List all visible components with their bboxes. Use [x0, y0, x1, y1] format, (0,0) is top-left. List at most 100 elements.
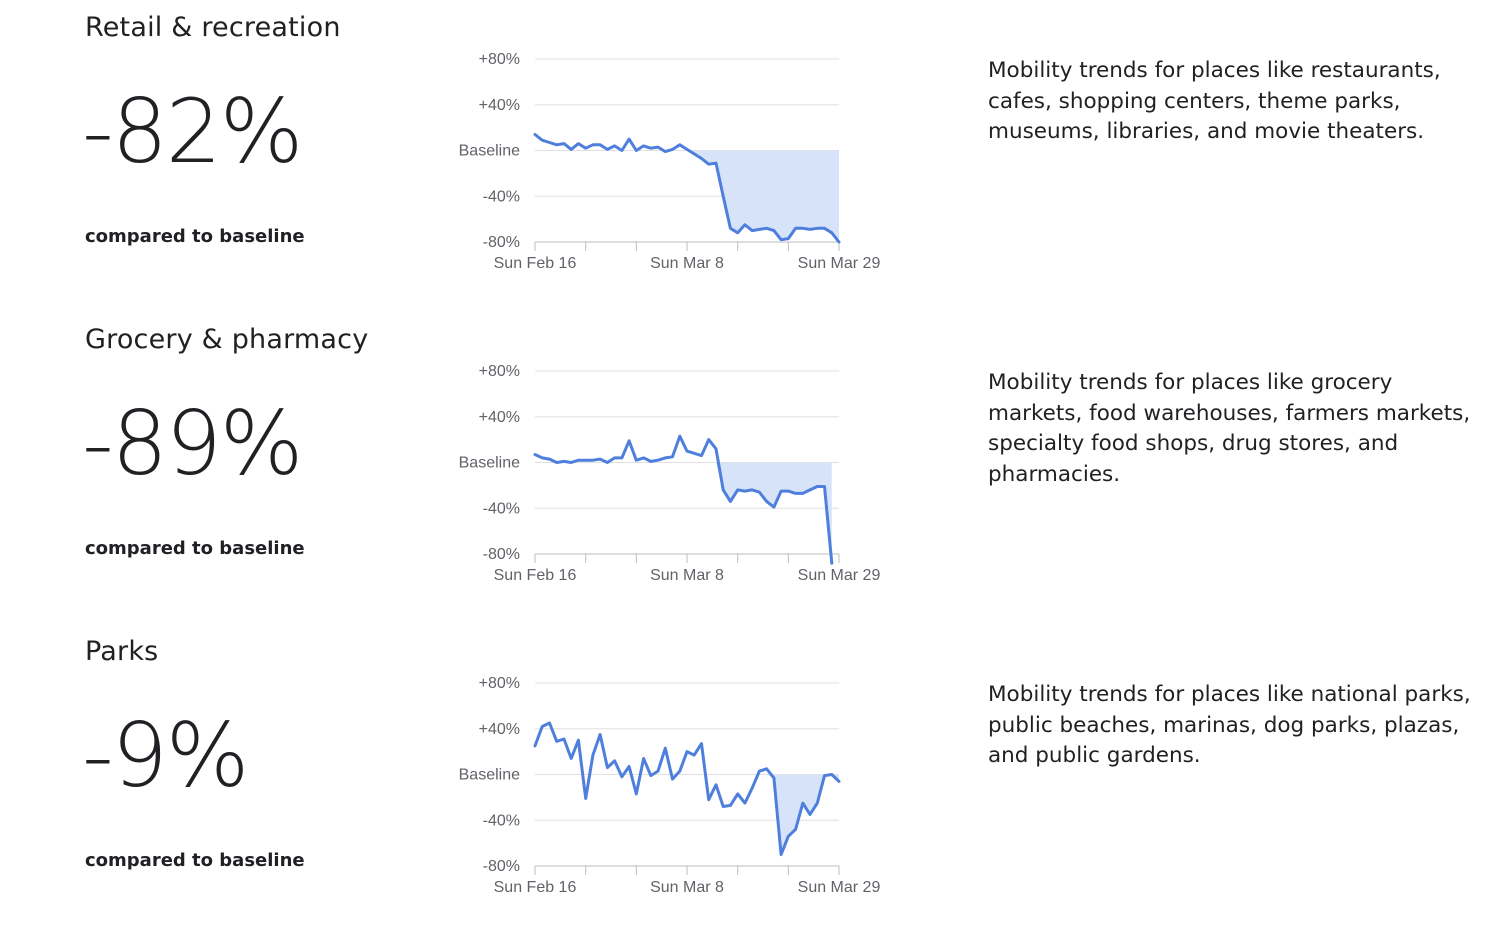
y-tick-label: -40% — [483, 812, 520, 829]
data-point — [556, 462, 557, 463]
data-point — [636, 460, 637, 461]
data-point — [607, 767, 608, 768]
data-point — [650, 461, 651, 462]
data-point — [737, 232, 738, 233]
data-point — [831, 563, 832, 564]
data-point — [571, 462, 572, 463]
y-tick-label: +80% — [479, 51, 520, 68]
section-retail: Retail & recreation -82% compared to bas… — [0, 0, 1507, 312]
data-point — [817, 228, 818, 229]
data-point — [759, 492, 760, 493]
data-point — [781, 854, 782, 855]
data-point — [643, 758, 644, 759]
data-point — [592, 460, 593, 461]
data-point — [708, 439, 709, 440]
data-point — [824, 228, 825, 229]
data-point — [788, 836, 789, 837]
data-point — [563, 143, 564, 144]
data-point — [636, 150, 637, 151]
x-tick-label: Sun Mar 29 — [798, 255, 881, 272]
category-title: Parks — [85, 636, 159, 667]
data-point — [607, 462, 608, 463]
retail-trend-chart: +80% +40% Baseline -40% -80% Sun Feb 16 Sun Ma… — [459, 51, 881, 272]
data-point — [817, 486, 818, 487]
data-point — [824, 486, 825, 487]
category-description: Mobility trends for places like restaura… — [988, 58, 1441, 144]
data-point — [549, 142, 550, 143]
data-point — [665, 457, 666, 458]
y-tick-label: +40% — [479, 721, 520, 738]
data-point — [730, 501, 731, 502]
data-point — [694, 453, 695, 454]
category-title: Retail & recreation — [85, 12, 341, 43]
data-point — [744, 803, 745, 804]
data-point — [672, 456, 673, 457]
x-tick-label: Sun Feb 16 — [494, 255, 577, 272]
data-point — [701, 743, 702, 744]
data-point — [600, 459, 601, 460]
data-point — [556, 741, 557, 742]
section-grocery: Grocery & pharmacy -89% compared to base… — [0, 312, 1507, 624]
data-point — [773, 230, 774, 231]
data-point — [831, 232, 832, 233]
data-point — [629, 440, 630, 441]
data-point — [542, 726, 543, 727]
data-point — [658, 460, 659, 461]
grocery-trend-chart: +80% +40% Baseline -40% -80% Sun Feb 16 Sun Ma… — [459, 363, 881, 584]
data-point — [563, 739, 564, 740]
data-point — [715, 784, 716, 785]
data-point — [781, 491, 782, 492]
category-description: Mobility trends for places like grocery … — [988, 370, 1471, 487]
data-point — [802, 803, 803, 804]
data-point — [672, 779, 673, 780]
data-point — [629, 139, 630, 140]
y-tick-label: Baseline — [459, 767, 520, 784]
data-point — [788, 491, 789, 492]
below-baseline-area — [766, 774, 839, 855]
category-title: Grocery & pharmacy — [85, 324, 369, 355]
data-point — [766, 768, 767, 769]
data-point — [665, 151, 666, 152]
data-point — [592, 755, 593, 756]
compared-to-baseline-label: compared to baseline — [85, 226, 305, 247]
data-point — [535, 454, 536, 455]
data-point — [643, 457, 644, 458]
below-baseline-area — [715, 462, 832, 564]
data-point — [744, 491, 745, 492]
y-tick-label: -40% — [483, 500, 520, 517]
data-point — [542, 140, 543, 141]
y-tick-label: Baseline — [459, 143, 520, 160]
data-point — [737, 793, 738, 794]
data-point — [773, 777, 774, 778]
data-point — [679, 771, 680, 772]
data-point — [759, 229, 760, 230]
y-tick-label: -80% — [483, 858, 520, 875]
compared-to-baseline-label: compared to baseline — [85, 538, 305, 559]
trend-line — [533, 721, 841, 857]
percent-change-value: -89% — [82, 392, 303, 495]
data-point — [679, 144, 680, 145]
x-tick-label: Sun Mar 29 — [798, 567, 881, 584]
data-point — [535, 134, 536, 135]
x-tick-label: Sun Mar 29 — [798, 879, 881, 896]
data-point — [687, 451, 688, 452]
data-point — [614, 145, 615, 146]
y-tick-label: Baseline — [459, 455, 520, 472]
data-point — [708, 164, 709, 165]
data-point — [549, 723, 550, 724]
data-point — [723, 806, 724, 807]
data-point — [687, 149, 688, 150]
y-tick-label: +40% — [479, 97, 520, 114]
data-point — [578, 460, 579, 461]
data-point — [831, 774, 832, 775]
data-point — [694, 153, 695, 154]
data-point — [585, 460, 586, 461]
x-tick-label: Sun Feb 16 — [494, 567, 577, 584]
data-point — [658, 147, 659, 148]
data-point — [773, 507, 774, 508]
y-tick-label: +80% — [479, 363, 520, 380]
data-point — [694, 755, 695, 756]
percent-change-value: -82% — [82, 80, 303, 183]
data-point — [715, 163, 716, 164]
x-tick-label: Sun Mar 8 — [650, 567, 724, 584]
